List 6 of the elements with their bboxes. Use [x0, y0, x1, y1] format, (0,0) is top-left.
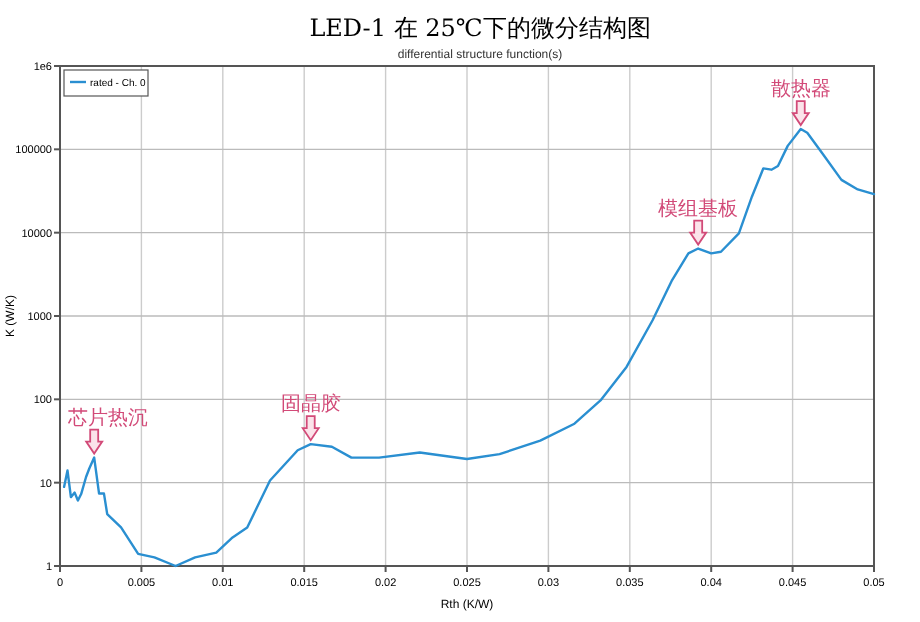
- annotation: 散热器: [770, 79, 831, 102]
- annotation: 固晶胶: [280, 392, 341, 417]
- chart-title: LED-1 在 25℃下的微分结构图: [309, 14, 651, 42]
- line-series: [62, 127, 876, 568]
- annotation: 芯片热沉: [66, 405, 148, 430]
- annotation: 模组基板: [658, 196, 739, 221]
